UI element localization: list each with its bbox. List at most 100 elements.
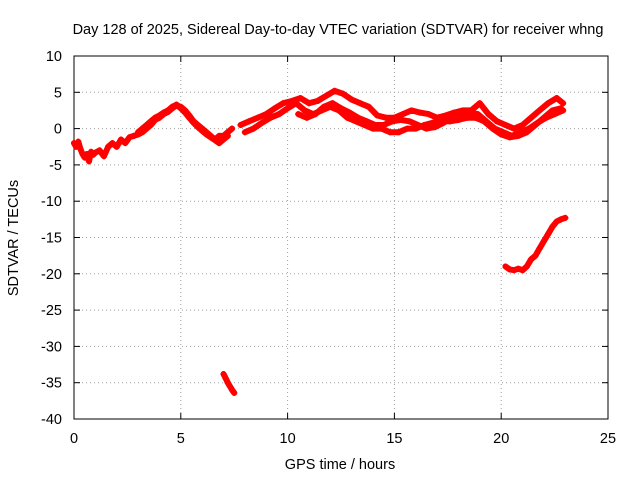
data-point [395, 129, 402, 136]
data-point [408, 107, 415, 114]
data-point [182, 109, 189, 116]
y-tick-label: 5 [54, 85, 62, 101]
data-point [414, 121, 421, 128]
data-point [100, 153, 107, 160]
data-point [83, 151, 90, 158]
data-point [271, 105, 278, 112]
data-point [241, 129, 248, 136]
data-point [117, 136, 124, 143]
data-point [323, 92, 330, 99]
data-point [224, 379, 231, 386]
data-point [523, 263, 530, 270]
y-tick-label: -40 [41, 412, 62, 428]
y-tick-label: 10 [46, 49, 62, 65]
data-point [203, 131, 210, 138]
data-point [186, 114, 193, 121]
x-tick-label: 15 [386, 431, 402, 447]
data-point [540, 238, 547, 245]
series-trace-line [502, 214, 569, 274]
data-point [355, 114, 362, 121]
data-point [397, 116, 404, 123]
data-point [190, 119, 197, 126]
data-point [549, 223, 556, 230]
data-point [305, 100, 312, 107]
data-point [466, 109, 473, 116]
data-point [431, 124, 438, 131]
data-point [226, 383, 233, 390]
data-point [553, 95, 560, 102]
series-trace-line [135, 101, 231, 147]
data-point [156, 112, 163, 119]
data-point [502, 263, 509, 270]
y-tick-label: -35 [41, 376, 62, 392]
data-point [254, 114, 261, 121]
data-point [222, 375, 229, 382]
data-point [519, 267, 526, 274]
data-point [387, 129, 394, 136]
data-point [331, 87, 338, 94]
data-point [340, 90, 347, 97]
data-point [92, 149, 99, 156]
data-point [502, 121, 509, 128]
data-point [560, 107, 567, 114]
data-point [363, 118, 370, 125]
data-point [442, 112, 449, 119]
data-point [105, 143, 112, 150]
data-point [263, 111, 270, 118]
y-tick-label: -25 [41, 303, 62, 319]
data-point [224, 132, 231, 139]
ticks-layer: 0 5 10 15 20 25 10 5 0 -5 -10 -15 -20 -25 -30 -35 -40 [41, 49, 616, 447]
y-tick-label: -5 [49, 158, 62, 174]
data-point [177, 105, 184, 112]
points-layer [71, 87, 569, 396]
data-point [231, 389, 238, 396]
series-trace-g [502, 214, 569, 274]
data-point [553, 218, 560, 225]
data-point [348, 96, 355, 103]
data-point [528, 114, 535, 121]
data-point [312, 111, 319, 118]
data-point [164, 107, 171, 114]
data-point [474, 111, 481, 118]
data-point [344, 114, 351, 121]
x-axis-label: GPS time / hours [285, 457, 395, 473]
data-point [560, 100, 567, 107]
x-tick-label: 25 [600, 431, 616, 447]
data-point [194, 124, 201, 131]
data-point [207, 134, 214, 141]
data-point [75, 138, 82, 145]
x-tick-label: 20 [493, 431, 509, 447]
chart-title: Day 128 of 2025, Sidereal Day-to-day VTE… [73, 22, 604, 38]
y-tick-label: -30 [41, 339, 62, 355]
data-point [346, 109, 353, 116]
data-point [147, 118, 154, 125]
data-point [389, 118, 396, 125]
data-point [199, 127, 206, 134]
data-point [314, 98, 321, 105]
data-point [525, 125, 532, 132]
data-point [295, 111, 302, 118]
data-point [536, 107, 543, 114]
y-axis-label: SDTVAR / TECUs [6, 180, 22, 296]
data-point [126, 134, 133, 141]
data-point [483, 118, 490, 125]
data-point [500, 129, 507, 136]
x-tick-label: 5 [177, 431, 185, 447]
data-point [357, 100, 364, 107]
data-point [122, 140, 129, 147]
data-point [372, 121, 379, 128]
data-point [365, 103, 372, 110]
data-point [246, 118, 253, 125]
series-trace-b [135, 101, 231, 147]
data-point [71, 140, 77, 147]
data-point [173, 101, 180, 108]
data-point [229, 125, 236, 132]
y-tick-label: 0 [54, 122, 62, 138]
data-point [329, 100, 336, 107]
data-point [284, 105, 291, 112]
data-point [399, 111, 406, 118]
data-point [280, 100, 287, 107]
series-trace-f [220, 370, 238, 396]
data-point [211, 137, 218, 144]
data-point [425, 111, 432, 118]
